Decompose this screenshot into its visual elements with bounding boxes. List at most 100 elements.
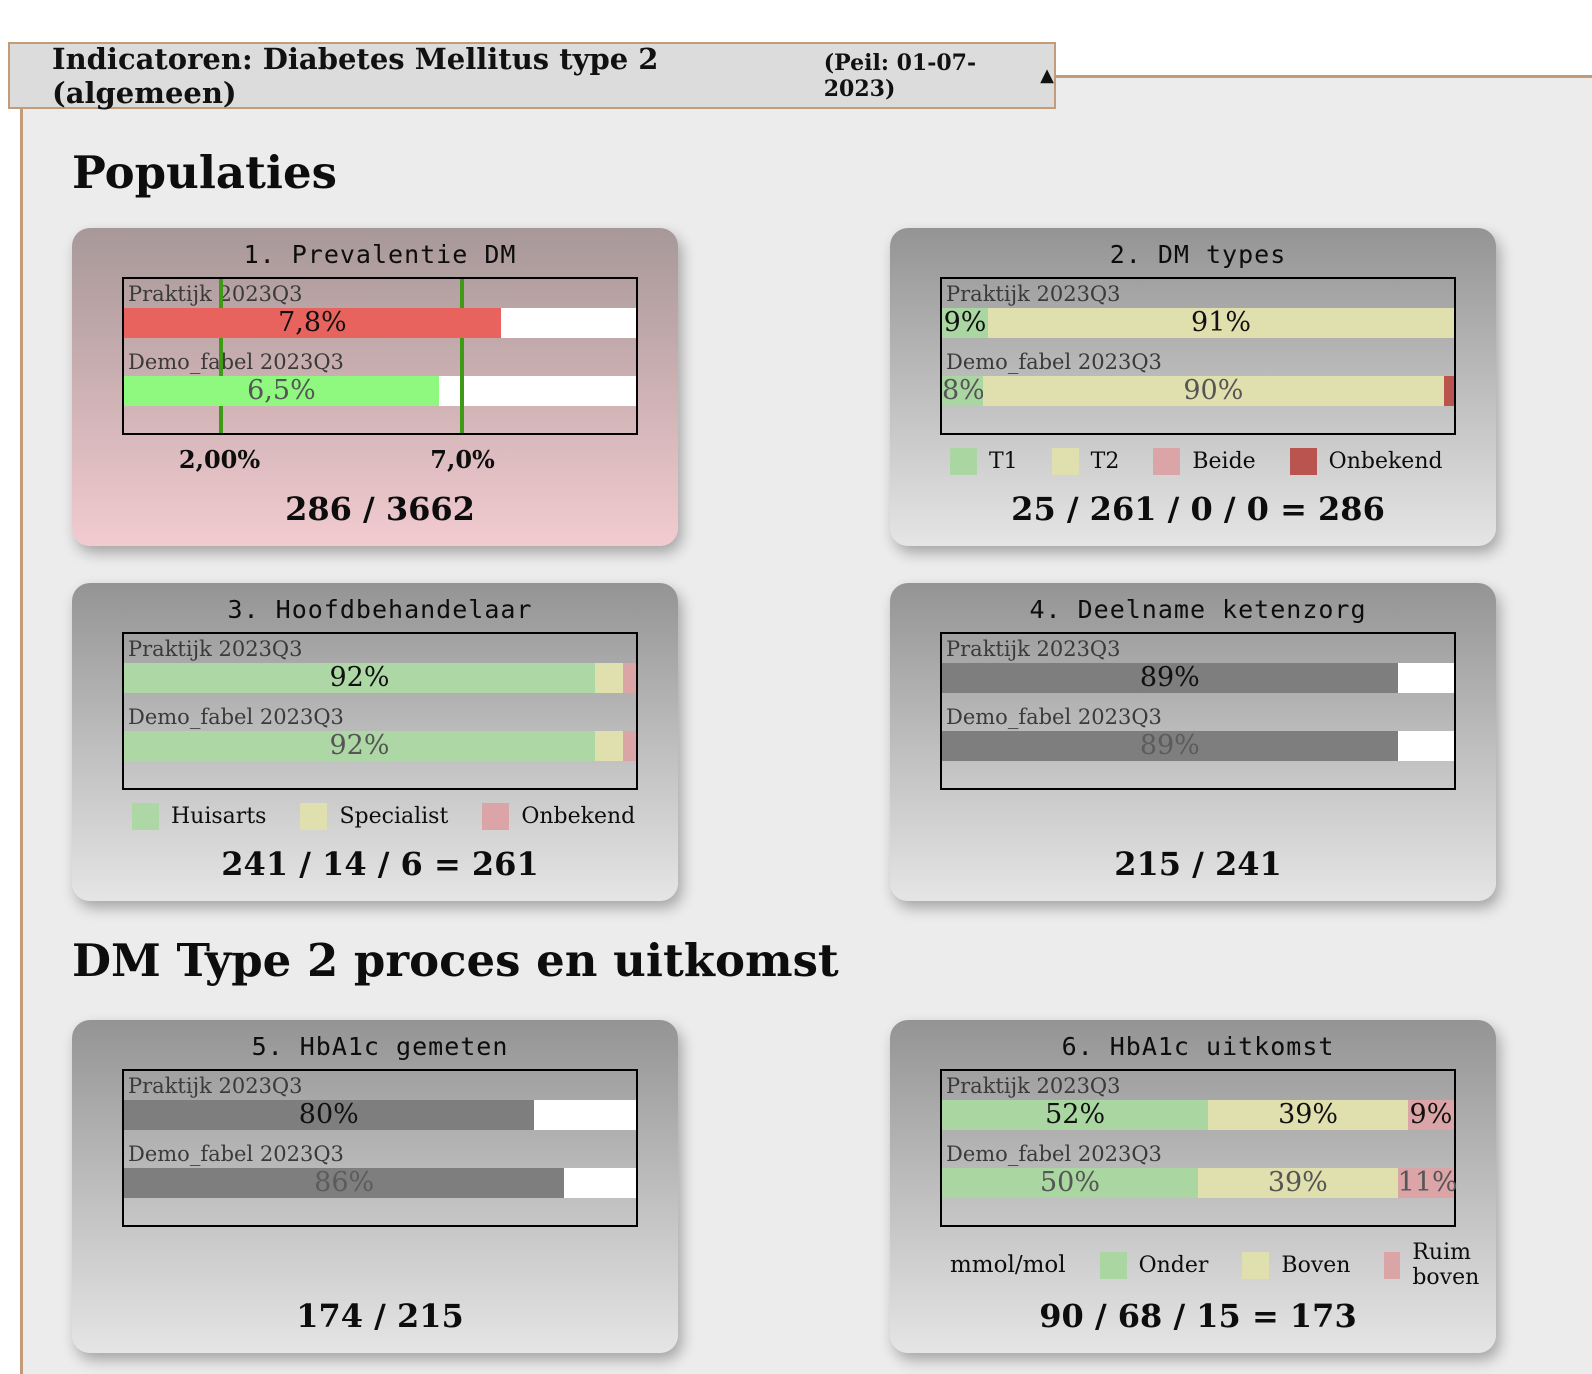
card-title: 6. HbA1c uitkomst <box>1061 1032 1335 1061</box>
legend-item: Onbekend <box>482 803 635 830</box>
legend-item: Onbekend <box>1289 448 1443 475</box>
bar-row-label: Demo_fabel 2023Q3 <box>128 350 344 374</box>
bar-segment <box>1443 376 1454 406</box>
legend-label: Onbekend <box>521 804 636 829</box>
bar-track: 6,5% <box>124 376 636 406</box>
legend-swatch <box>482 803 510 830</box>
chart-legend: T1 T2 Beide Onbekend <box>950 448 1466 475</box>
bar-segment: 7,8% <box>124 308 501 338</box>
bar-segment: 86% <box>124 1168 565 1198</box>
legend-swatch <box>1242 1251 1270 1279</box>
legend-item: Huisarts <box>132 803 266 830</box>
legend-label: Onder <box>1138 1252 1209 1278</box>
legend-swatch <box>1099 1251 1127 1279</box>
bar-segment: 90% <box>982 376 1444 406</box>
bar-segment: 52% <box>942 1100 1209 1130</box>
bar-row-label: Demo_fabel 2023Q3 <box>128 1142 344 1166</box>
chart-plot-area: Praktijk 2023Q3 92% Demo_fabel 2023Q3 92… <box>122 632 638 790</box>
count-summary: 241 / 14 / 6 = 261 <box>221 845 539 883</box>
bar-track: 80% <box>124 1100 636 1130</box>
fieldset-header-toggle[interactable]: Indicatoren: Diabetes Mellitus type 2 (a… <box>8 42 1056 110</box>
bar-row-label: Praktijk 2023Q3 <box>128 1074 303 1098</box>
legend-item: T1 <box>950 448 1018 475</box>
legend-item: Beide <box>1153 448 1256 475</box>
legend-unit-label: mmol/mol <box>950 1252 1066 1278</box>
card-hoofdbehandelaar: 3. Hoofdbehandelaar Praktijk 2023Q3 92% … <box>72 583 678 901</box>
bar-track: 7,8% <box>124 308 636 338</box>
bar-segment: 89% <box>942 731 1398 761</box>
threshold-line <box>218 279 223 433</box>
bar-track: 52% 39% 9% <box>942 1100 1454 1130</box>
card-hba1c-gemeten: 5. HbA1c gemeten Praktijk 2023Q3 80% Dem… <box>72 1020 678 1353</box>
x-axis: 2,00% 7,0% <box>122 441 638 475</box>
bar-row-label: Praktijk 2023Q3 <box>128 282 303 306</box>
section-title-populaties: Populaties <box>72 146 337 199</box>
bar-track: 9% 91% <box>942 308 1454 338</box>
bar-segment: 9% <box>942 307 989 338</box>
axis-tick-label: 2,00% <box>178 445 261 474</box>
count-summary: 25 / 261 / 0 / 0 = 286 <box>1011 490 1385 528</box>
legend-label: Ruim boven <box>1412 1240 1480 1290</box>
bar-track: 89% <box>942 731 1454 761</box>
bar-row-label: Praktijk 2023Q3 <box>946 282 1121 306</box>
legend-label: Beide <box>1192 449 1256 474</box>
count-summary: 174 / 215 <box>296 1297 464 1335</box>
bar-segment: 89% <box>942 663 1398 693</box>
legend-item: Specialist <box>300 803 448 830</box>
bar-segment: 39% <box>1198 1168 1398 1198</box>
card-dm-types: 2. DM types Praktijk 2023Q3 9% 91% Demo_… <box>890 228 1496 546</box>
bar-segment <box>622 663 636 693</box>
bar-row-label: Praktijk 2023Q3 <box>946 1074 1121 1098</box>
bar-row-label: Praktijk 2023Q3 <box>946 637 1121 661</box>
card-title: 5. HbA1c gemeten <box>251 1032 509 1061</box>
chart-plot-area: Praktijk 2023Q3 7,8% Demo_fabel 2023Q3 6… <box>122 277 638 435</box>
bar-row-label: Demo_fabel 2023Q3 <box>946 1142 1162 1166</box>
legend-label: Onbekend <box>1328 449 1443 474</box>
card-hba1c-uitkomst: 6. HbA1c uitkomst Praktijk 2023Q3 52% 39… <box>890 1020 1496 1353</box>
legend-label: Boven <box>1281 1252 1351 1278</box>
bar-segment: 92% <box>124 663 596 693</box>
card-title: 2. DM types <box>1109 240 1287 269</box>
legend-swatch <box>950 448 977 475</box>
count-summary: 215 / 241 <box>1114 845 1282 883</box>
bar-track: 92% <box>124 663 636 693</box>
legend-item: Ruim boven <box>1384 1240 1490 1290</box>
bar-segment: 8% <box>942 375 985 406</box>
bar-segment: 6,5% <box>124 376 439 406</box>
bar-track: 8% 90% <box>942 376 1454 406</box>
legend-item: T2 <box>1051 448 1119 475</box>
bar-segment <box>595 731 623 761</box>
legend-swatch <box>1051 448 1079 475</box>
card-title: 4. Deelname ketenzorg <box>1029 595 1367 624</box>
legend-label: Specialist <box>339 804 449 829</box>
count-summary: 286 / 3662 <box>285 490 475 528</box>
bar-track: 50% 39% 11% <box>942 1168 1458 1198</box>
card-deelname-ketenzorg: 4. Deelname ketenzorg Praktijk 2023Q3 89… <box>890 583 1496 901</box>
bar-track: 86% <box>124 1168 636 1198</box>
legend-swatch <box>300 803 328 830</box>
chart-legend: mmol/mol Onder Boven Ruim boven <box>950 1240 1479 1290</box>
chart-plot-area: Praktijk 2023Q3 80% Demo_fabel 2023Q3 86… <box>122 1069 638 1227</box>
legend-label: T1 <box>989 449 1018 474</box>
legend-item: Onder <box>1099 1251 1209 1279</box>
legend-swatch <box>132 803 159 830</box>
bar-segment: 9% <box>1407 1099 1454 1130</box>
bar-row-label: Praktijk 2023Q3 <box>128 637 303 661</box>
card-title: 3. Hoofdbehandelaar <box>227 595 533 624</box>
bar-track: 89% <box>942 663 1454 693</box>
section-title-proces-uitkomst: DM Type 2 proces en uitkomst <box>72 934 839 987</box>
legend-item: Boven <box>1242 1251 1351 1279</box>
peil-date-label: (Peil: 01-07-2023) <box>823 49 977 102</box>
chart-plot-area: Praktijk 2023Q3 89% Demo_fabel 2023Q3 89… <box>940 632 1456 790</box>
collapse-arrow-icon[interactable]: ▲ <box>1040 65 1054 86</box>
legend-swatch <box>1153 448 1181 475</box>
bar-segment <box>622 731 636 761</box>
bar-row-label: Demo_fabel 2023Q3 <box>128 705 344 729</box>
count-summary: 90 / 68 / 15 = 173 <box>1039 1297 1357 1335</box>
legend-label: Huisarts <box>171 804 267 829</box>
bar-segment: 39% <box>1208 1100 1408 1130</box>
threshold-line <box>459 279 464 433</box>
bar-segment: 91% <box>988 308 1454 338</box>
bar-segment: 50% <box>942 1168 1198 1198</box>
bar-row-label: Demo_fabel 2023Q3 <box>946 350 1162 374</box>
